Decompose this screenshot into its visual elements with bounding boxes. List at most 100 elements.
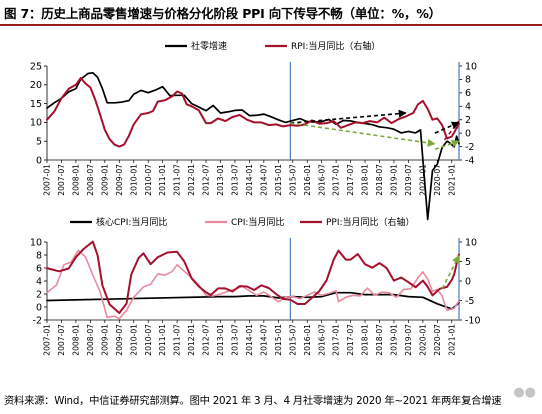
- x-tick-label: 2007-07: [57, 164, 66, 196]
- left-tick-label: 0: [36, 155, 42, 166]
- left-tick-label: 0: [36, 302, 42, 313]
- figure-title: 图 7：历史上商品零售增速与价格分化阶段 PPI 向下传导不畅（单位：%，%）: [4, 6, 441, 21]
- trend-arrow: [290, 122, 436, 147]
- x-tick-label: 2013-07: [231, 324, 240, 356]
- x-tick-label: 2008-07: [86, 164, 95, 196]
- x-tick-label: 2008-07: [86, 324, 95, 356]
- x-tick-label: 2009-01: [100, 324, 109, 356]
- x-tick-label: 2009-07: [115, 164, 124, 196]
- x-tick-label: 2018-07: [375, 164, 384, 196]
- x-tick-label: 2012-07: [202, 324, 211, 356]
- left-tick-label: 10: [30, 237, 42, 248]
- x-tick-label: 2018-07: [375, 324, 384, 356]
- x-tick-label: 2017-01: [332, 164, 341, 196]
- left-tick-label: -2: [33, 315, 42, 326]
- series-line-2: [46, 249, 460, 320]
- trend-arrow: [434, 139, 460, 151]
- x-tick-label: 2019-01: [390, 324, 399, 356]
- x-tick-label: 2020-01: [418, 164, 427, 196]
- x-tick-label: 2011-01: [158, 324, 167, 356]
- series-line-2: [46, 77, 460, 148]
- x-tick-label: 2017-07: [346, 164, 355, 196]
- x-tick-label: 2012-07: [202, 164, 211, 196]
- x-tick-label: 2011-07: [173, 324, 182, 356]
- x-tick-label: 2012-01: [187, 324, 196, 356]
- x-tick-label: 2007-07: [57, 324, 66, 356]
- right-tick-label: 5: [465, 257, 471, 268]
- chart-panel-1: 0 5 10 15 20 25 -4 -2 0 2 4 6 8 10 2007-01 2007-07 2008-…: [30, 40, 477, 221]
- right-tick-label: -10: [465, 315, 481, 326]
- x-tick-label: 2008-01: [72, 164, 81, 196]
- x-tick-label: 2014-01: [245, 324, 254, 356]
- right-tick-label: 8: [465, 75, 471, 86]
- x-tick-label: 2012-01: [187, 164, 196, 196]
- x-tick-label: 2020-01: [418, 324, 427, 356]
- right-tick-label: 10: [465, 237, 477, 248]
- x-tick-label: 2008-01: [72, 324, 81, 356]
- x-tick-label: 2017-07: [346, 324, 355, 356]
- x-tick-label: 2015-01: [274, 324, 283, 356]
- x-tick-label: 2019-07: [404, 324, 413, 356]
- x-tick-label: 2018-01: [361, 164, 370, 196]
- x-tick-label: 2020-07: [433, 164, 442, 196]
- x-tick-label: 2020-07: [433, 324, 442, 356]
- x-tick-label: 2009-01: [100, 164, 109, 196]
- legend-label: PPI:当月同比（右轴）: [326, 216, 415, 228]
- x-tick-label: 2016-07: [317, 164, 326, 196]
- trend-arrow: [443, 120, 460, 141]
- left-tick-label: 8: [36, 250, 42, 261]
- right-tick-label: 4: [465, 102, 471, 113]
- left-tick-label: 5: [36, 137, 42, 148]
- legend-label: CPI:当月同比: [231, 216, 284, 228]
- x-tick-label: 2015-07: [288, 324, 297, 356]
- x-tick-label: 2013-07: [231, 164, 240, 196]
- series-line-1: [46, 291, 460, 310]
- x-tick-label: 2013-01: [216, 324, 225, 356]
- right-tick-label: 0: [465, 276, 471, 287]
- x-tick-label: 2016-07: [317, 324, 326, 356]
- trend-arrow: [290, 109, 407, 124]
- x-tick-label: 2019-01: [390, 164, 399, 196]
- left-tick-label: 2: [36, 289, 42, 300]
- trend-arrow: [434, 121, 460, 134]
- trend-arrow: [441, 254, 460, 290]
- x-tick-label: 2010-01: [129, 164, 138, 196]
- x-tick-label: 2009-07: [115, 324, 124, 356]
- x-tick-label: 2011-01: [158, 164, 167, 196]
- right-tick-label: 6: [465, 88, 471, 99]
- legend-label: 核心CPI:当月同比: [96, 216, 167, 228]
- left-tick-label: 25: [30, 61, 42, 72]
- left-tick-label: 10: [30, 118, 42, 129]
- x-tick-label: 2016-01: [303, 324, 312, 356]
- x-tick-label: 2016-01: [303, 164, 312, 196]
- left-tick-label: 15: [30, 99, 42, 110]
- x-tick-label: 2017-01: [332, 324, 341, 356]
- x-tick-label: 2019-07: [404, 164, 413, 196]
- x-tick-label: 2015-01: [274, 164, 283, 196]
- series-line-3: [46, 240, 460, 314]
- right-tick-label: 10: [465, 61, 477, 72]
- right-tick-label: -4: [465, 155, 474, 166]
- x-tick-label: 2013-01: [216, 164, 225, 196]
- x-tick-label: 2014-07: [259, 324, 268, 356]
- x-tick-label: 2014-01: [245, 164, 254, 196]
- watermark-logo: ●●: [513, 385, 536, 400]
- right-tick-label: -5: [465, 296, 474, 307]
- x-tick-label: 2010-07: [144, 324, 153, 356]
- left-tick-label: 4: [36, 276, 42, 287]
- x-tick-label: 2010-01: [129, 324, 138, 356]
- right-tick-label: 2: [465, 115, 471, 126]
- x-tick-label: 2014-07: [259, 164, 268, 196]
- x-tick-label: 2021-01: [447, 164, 456, 196]
- series-line-1: [46, 71, 460, 221]
- x-tick-label: 2018-01: [361, 324, 370, 356]
- x-tick-label: 2007-01: [43, 164, 52, 196]
- title-rule: [0, 24, 542, 26]
- x-tick-label: 2011-07: [173, 164, 182, 196]
- left-tick-label: 6: [36, 263, 42, 274]
- x-tick-label: 2007-01: [43, 324, 52, 356]
- right-tick-label: 0: [465, 128, 471, 139]
- left-tick-label: 20: [30, 80, 42, 91]
- source-note: 资料来源：Wind，中信证券研究部测算。图中 2021 年 3 月、4 月社零增…: [4, 395, 502, 407]
